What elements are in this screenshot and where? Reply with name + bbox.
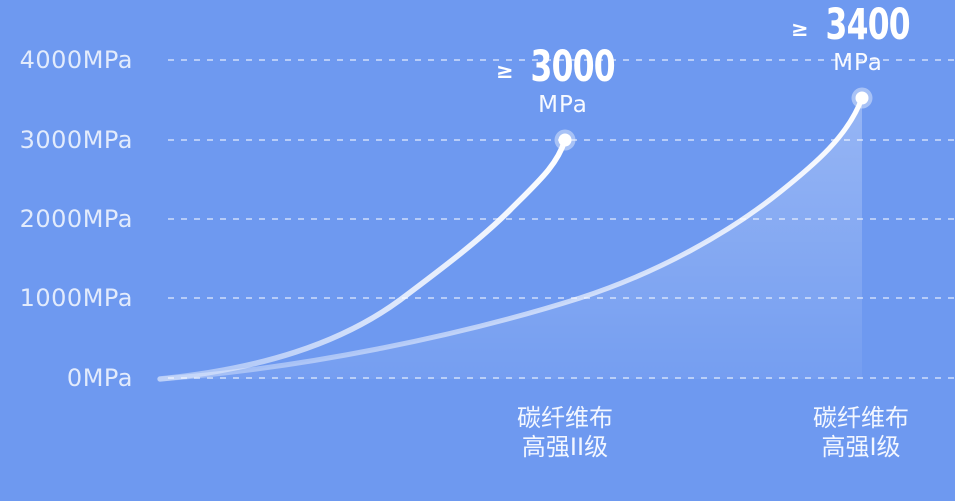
value-grade2: 3000: [530, 42, 615, 92]
category-label-grade2-line1: 碳纤维布: [517, 404, 613, 432]
geq-icon: ≥: [495, 59, 514, 83]
value-callout-grade2: ≥ 3000 MPa: [496, 46, 630, 119]
value-callout-grade1: ≥ 3400 MPa: [791, 4, 925, 77]
unit-grade1: MPa: [833, 50, 883, 76]
endpoint-dot-grade2: [554, 129, 576, 151]
geq-icon: ≥: [790, 17, 809, 41]
gridlines: [168, 59, 955, 379]
category-label-grade2-line2: 高强II级: [521, 433, 609, 461]
area-fill-grade1: [160, 98, 862, 379]
ytick-1000mpa: 1000MPa: [19, 284, 133, 312]
curve-grade1: [157, 95, 865, 382]
ytick-2000mpa: 2000MPa: [19, 205, 133, 233]
category-label-grade1: 碳纤维布 高强I级: [813, 404, 909, 462]
endpoint-dot-grade1: [851, 87, 873, 109]
category-label-grade2: 碳纤维布 高强II级: [517, 404, 613, 462]
ytick-0mpa: 0MPa: [66, 364, 133, 392]
category-label-grade1-line1: 碳纤维布: [813, 404, 909, 432]
curve-grade2: [157, 137, 568, 382]
value-grade1: 3400: [825, 0, 910, 50]
ytick-3000mpa: 3000MPa: [19, 126, 133, 154]
value-callout-grade1-number: ≥ 3400: [791, 4, 925, 47]
category-label-grade1-line2: 高强I级: [821, 433, 901, 461]
value-callout-grade2-number: ≥ 3000: [496, 46, 630, 89]
unit-grade2: MPa: [538, 92, 588, 118]
ytick-4000mpa: 4000MPa: [19, 46, 133, 74]
